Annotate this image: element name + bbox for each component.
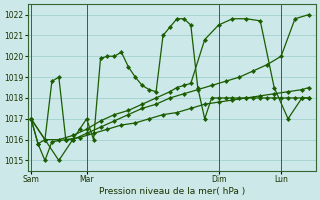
- X-axis label: Pression niveau de la mer( hPa ): Pression niveau de la mer( hPa ): [99, 187, 245, 196]
